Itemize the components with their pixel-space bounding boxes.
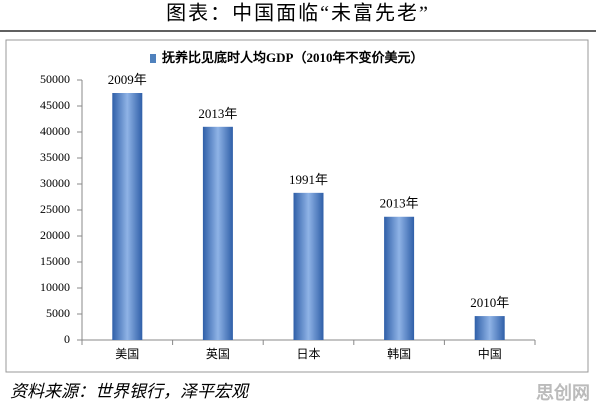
legend-label: 抚养比见底时人均GDP（2010年不变价美元） xyxy=(162,50,423,65)
x-tick-label: 韩国 xyxy=(387,346,411,361)
y-tick-label: 45000 xyxy=(40,98,70,112)
y-tick-label: 35000 xyxy=(40,150,70,164)
bar-label: 2009年 xyxy=(108,72,147,87)
y-tick-label: 15000 xyxy=(40,254,70,268)
bar xyxy=(384,216,415,340)
watermark: 思创网 xyxy=(536,382,590,403)
bar-label: 2010年 xyxy=(470,295,509,310)
bar-label: 1991年 xyxy=(289,172,328,187)
source: 资料来源：世界银行，泽平宏观 xyxy=(10,382,250,401)
y-tick-label: 20000 xyxy=(40,228,70,242)
x-tick-label: 日本 xyxy=(296,347,320,361)
x-tick-label: 美国 xyxy=(115,347,139,361)
bar xyxy=(112,93,143,340)
y-tick-label: 30000 xyxy=(40,176,70,190)
x-tick-label: 中国 xyxy=(478,346,502,361)
plot-frame xyxy=(5,39,589,373)
x-tick-label: 英国 xyxy=(206,347,230,361)
legend-swatch xyxy=(150,54,156,63)
y-tick-label: 5000 xyxy=(46,306,70,320)
y-tick-label: 25000 xyxy=(40,202,70,216)
bar-label: 2013年 xyxy=(198,106,237,121)
y-tick-label: 0 xyxy=(64,332,70,346)
y-tick-label: 40000 xyxy=(40,124,70,138)
chart-title: 图表：中国面临“未富先老” xyxy=(166,2,430,25)
bar xyxy=(202,126,233,340)
bar xyxy=(474,316,505,340)
y-tick-label: 50000 xyxy=(40,72,70,86)
y-tick-label: 10000 xyxy=(40,280,70,294)
bar xyxy=(293,192,324,340)
bar-label: 2013年 xyxy=(380,196,419,211)
